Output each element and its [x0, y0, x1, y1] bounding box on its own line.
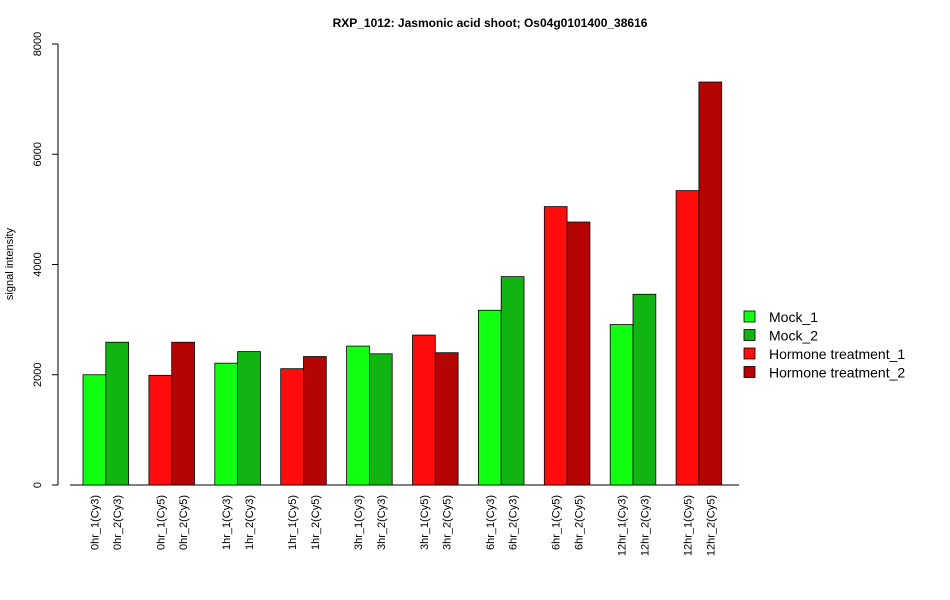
- y-tick-label: 0: [32, 482, 44, 488]
- y-tick-label: 6000: [32, 142, 44, 166]
- x-tick-label: 3hr_2(Cy5): [442, 495, 454, 550]
- bar: [368, 353, 393, 486]
- bars-group: [70, 81, 739, 486]
- bar: [632, 293, 657, 486]
- x-tick-label: 1hr_1(Cy3): [221, 495, 233, 550]
- x-tick-label: 3hr_1(Cy5): [419, 495, 431, 550]
- x-tick-label: 0hr_2(Cy5): [178, 495, 190, 550]
- x-tick-label: 6hr_2(Cy3): [508, 495, 520, 550]
- legend-label: Mock_2: [769, 328, 818, 344]
- bar: [434, 352, 459, 486]
- y-tick-label: 2000: [32, 363, 44, 387]
- bar: [698, 81, 723, 486]
- legend: Mock_1 Mock_2 Hormone treatment_1 Hormone t…: [743, 309, 905, 381]
- x-tick-label: 1hr_2(Cy3): [244, 495, 256, 550]
- x-tick-label: 1hr_1(Cy5): [287, 495, 299, 550]
- x-tick-label: 0hr_2(Cy3): [112, 495, 124, 550]
- x-tick-label: 1hr_2(Cy5): [310, 495, 322, 550]
- x-tick-label: 6hr_2(Cy5): [574, 495, 586, 550]
- x-tick-label: 6hr_1(Cy5): [551, 495, 563, 550]
- bar: [105, 341, 130, 486]
- x-tick-label: 3hr_2(Cy3): [376, 495, 388, 550]
- bar: [500, 276, 525, 486]
- x-tick-label: 0hr_1(Cy3): [89, 495, 101, 550]
- legend-label: Mock_1: [769, 309, 818, 325]
- y-axis-label: signal intensity: [4, 227, 16, 300]
- bar: [171, 341, 195, 486]
- x-tick-label: 12hr_2(Cy3): [639, 495, 651, 556]
- x-tick-label: 12hr_2(Cy5): [705, 495, 717, 556]
- x-tick-label: 12hr_1(Cy5): [683, 495, 695, 556]
- bar: [82, 374, 107, 486]
- x-tick-label: 6hr_1(Cy3): [485, 495, 497, 550]
- legend-swatch: [743, 347, 756, 360]
- y-axis: 0 2000 4000 6000 8000: [32, 32, 59, 488]
- legend-swatch: [743, 366, 756, 378]
- x-tick-label: 3hr_1(Cy3): [353, 495, 365, 550]
- x-tick-label: 12hr_1(Cy3): [617, 495, 629, 556]
- legend-swatch: [743, 329, 756, 341]
- legend-swatch: [743, 310, 756, 323]
- y-tick-label: 4000: [32, 252, 44, 276]
- bar: [303, 356, 327, 486]
- bar: [477, 309, 502, 486]
- bar: [566, 221, 591, 486]
- y-tick-label: 8000: [32, 32, 44, 56]
- bar: [237, 351, 261, 486]
- x-tick-label: 0hr_1(Cy5): [155, 495, 167, 550]
- bar: [214, 362, 239, 486]
- legend-label: Hormone treatment_2: [769, 365, 905, 381]
- bar: [412, 334, 436, 486]
- bar: [280, 368, 304, 486]
- chart-title: RXP_1012: Jasmonic acid shoot; Os04g0101…: [333, 16, 648, 30]
- legend-label: Hormone treatment_1: [769, 346, 905, 362]
- bar: [675, 190, 700, 486]
- bar: [346, 345, 370, 486]
- x-tick-labels: 0hr_1(Cy3) 0hr_2(Cy3) 0hr_1(Cy5) 0hr_2(Cy5)…: [89, 495, 717, 556]
- bar: [148, 374, 173, 486]
- bar: [543, 206, 568, 486]
- bar: [609, 324, 634, 486]
